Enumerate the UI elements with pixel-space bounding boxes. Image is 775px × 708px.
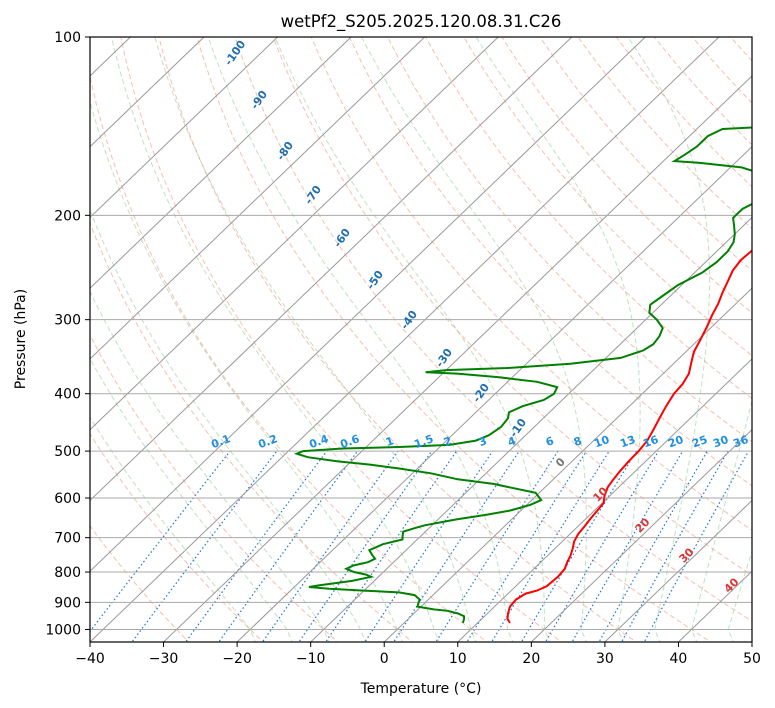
dry-adiabat: [120, 37, 563, 642]
x-tick-label: 10: [449, 651, 467, 667]
x-tick-label: 40: [670, 651, 688, 667]
y-tick-label: 200: [54, 208, 81, 224]
mixing-ratio-label: 8: [572, 434, 584, 449]
y-tick-label: 300: [54, 313, 81, 329]
plot-frame: [89, 36, 753, 643]
dewpoint-profile: [293, 126, 752, 624]
mixing-ratio-label: 3: [477, 434, 489, 449]
mixing-ratio-line: [435, 450, 559, 642]
dry-adiabat: [501, 37, 752, 314]
x-tick-label: −20: [222, 651, 252, 667]
mixing-ratio-label: 10: [592, 433, 611, 451]
moist-adiabat: [90, 208, 367, 642]
mixing-ratio-label: 6: [544, 434, 556, 449]
x-tick-label: 30: [596, 651, 614, 667]
mixing-ratio-line: [218, 450, 358, 642]
dry-adiabat: [310, 37, 752, 531]
mixing-ratio-label: 36: [731, 433, 750, 451]
y-tick-label: 100: [54, 30, 81, 46]
y-tick-label: 900: [54, 595, 81, 611]
mixing-ratio-line: [466, 450, 588, 642]
isotherm: [236, 145, 752, 642]
isotherm: [90, 37, 720, 642]
dry-adiabat: [348, 37, 752, 487]
y-tick-label: 800: [54, 565, 81, 581]
dry-adiabat: [234, 37, 752, 622]
mixing-ratio-label: 1: [384, 434, 396, 449]
x-tick-label: 0: [380, 651, 389, 667]
mixing-ratio-line: [90, 450, 231, 633]
mixing-ratio-line: [571, 450, 684, 642]
x-tick-label: −10: [296, 651, 326, 667]
mixing-ratio-line: [392, 450, 520, 642]
y-tick-label: 600: [54, 491, 81, 507]
x-tick-label: 20: [522, 651, 540, 667]
isotherm: [90, 37, 278, 219]
chart-title: wetPf2_S205.2025.120.08.31.C26: [281, 12, 562, 32]
isotherm: [90, 37, 352, 289]
mixing-ratio-label: 0.2: [256, 432, 279, 451]
dry-adiabat: [425, 37, 752, 400]
isotherm: [90, 37, 646, 572]
isotherm: [457, 358, 752, 642]
mixing-ratio-label: 0.4: [307, 432, 330, 451]
mixing-ratio-label: 20: [666, 433, 685, 451]
y-tick-label: 500: [54, 444, 81, 460]
axis-ticks: −40 −30 −20 −10 0 10 20 30 40 50 1000 900 800 700 600 5…: [45, 30, 761, 667]
mixing-ratio-label: 0.1: [209, 432, 232, 451]
dry-adiabat: [90, 333, 339, 642]
mixing-ratio-label: 13: [618, 433, 637, 450]
mixing-ratio-line: [298, 450, 433, 642]
isotherm: [90, 37, 205, 148]
y-tick-label: 1000: [45, 622, 81, 638]
mixing-ratio-line: [364, 450, 494, 642]
mixing-ratio-line: [184, 450, 328, 642]
mixing-ratio-label: 30: [711, 433, 730, 451]
isotherm: [383, 287, 752, 642]
temperature-profile: [506, 249, 752, 624]
moist-adiabat: [90, 99, 404, 642]
mixing-ratio-line: [544, 450, 660, 642]
dry-adiabat: [272, 37, 752, 576]
x-tick-label: −40: [75, 651, 105, 667]
x-tick-label: 50: [743, 651, 761, 667]
mixing-ratio-label: 2: [442, 434, 454, 449]
isotherm: [604, 499, 752, 642]
isotherm: [310, 216, 752, 642]
isotherm: [90, 37, 499, 431]
y-tick-label: 400: [54, 387, 81, 403]
isotherm: [530, 429, 752, 642]
mixing-ratio-line: [324, 450, 457, 642]
isotherm: [90, 37, 573, 502]
plot-area: -100-90-80-70-60-50-40-30-20-100.1 0.2 0.4…: [90, 37, 752, 642]
isotherm: [163, 75, 752, 642]
isotherm: [90, 37, 426, 360]
x-tick-label: −30: [149, 651, 179, 667]
y-tick-label: 700: [54, 531, 81, 547]
mixing-ratio-label: 1.5: [412, 432, 435, 451]
y-axis-title: Pressure (hPa): [13, 289, 29, 389]
mixing-ratio-label: 16: [641, 433, 660, 451]
mixing-ratio-label: 4: [506, 434, 518, 449]
x-axis-title: Temperature (°C): [360, 681, 482, 697]
mixing-ratio-label: 25: [690, 433, 709, 450]
mixing-ratio-label: 0.6: [338, 432, 361, 451]
